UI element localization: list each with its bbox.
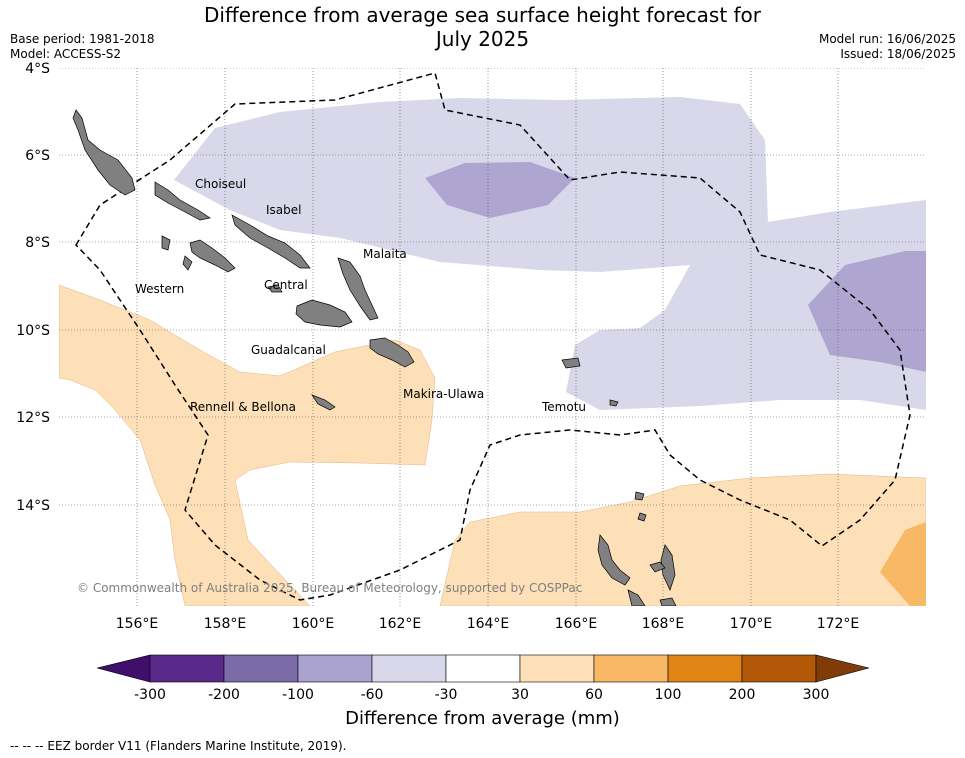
malekula-island bbox=[660, 544, 676, 591]
colorbar-extend-high bbox=[815, 654, 870, 683]
colorbar-segment bbox=[667, 654, 743, 683]
epi-island bbox=[659, 597, 677, 606]
label-rennell-bellona: Rennell & Bellona bbox=[190, 400, 296, 414]
lat-tick-label: 14°S bbox=[16, 498, 50, 514]
colorbar-segment bbox=[297, 654, 373, 683]
colorbar-segment bbox=[741, 654, 817, 683]
ranongga-island bbox=[182, 255, 193, 271]
colorbar-tick-label: 100 bbox=[655, 687, 682, 703]
model-run-date: Model run: 16/06/2025 bbox=[818, 32, 956, 46]
label-makira-ulawa: Makira-Ulawa bbox=[403, 387, 484, 401]
longitude-labels: 156°E 158°E 160°E 162°E 164°E 166°E 168°… bbox=[116, 616, 860, 632]
choiseul-island bbox=[154, 181, 211, 221]
colorbar-tick-label: 300 bbox=[803, 687, 830, 703]
lon-tick-label: 160°E bbox=[292, 616, 335, 632]
efate-island bbox=[649, 561, 666, 573]
makira-island bbox=[369, 337, 415, 368]
lon-tick-label: 164°E bbox=[467, 616, 510, 632]
pentecost-island bbox=[627, 589, 646, 606]
lon-tick-label: 166°E bbox=[555, 616, 598, 632]
land-masses bbox=[72, 109, 677, 606]
eez-border bbox=[75, 72, 911, 601]
colorbar-tick-label: -60 bbox=[361, 687, 384, 703]
lon-tick-label: 156°E bbox=[116, 616, 159, 632]
lat-tick-label: 4°S bbox=[25, 61, 50, 77]
espiritu-santo-island bbox=[597, 534, 631, 586]
colorbar-tick-label: 30 bbox=[511, 687, 529, 703]
colorbar bbox=[96, 654, 870, 683]
vanikoro-island bbox=[609, 399, 619, 407]
santa-cruz-island bbox=[561, 357, 581, 369]
contour-pos-30-60-south bbox=[439, 473, 926, 606]
lon-tick-label: 170°E bbox=[730, 616, 773, 632]
metadata-left: Base period: 1981-2018 Model: ACCESS-S2 bbox=[10, 32, 155, 62]
banks-islands bbox=[637, 512, 647, 522]
colorbar-tick-label: -100 bbox=[282, 687, 314, 703]
rennell-island bbox=[311, 394, 336, 411]
label-guadalcanal: Guadalcanal bbox=[251, 343, 326, 357]
lat-tick-label: 8°S bbox=[25, 235, 50, 251]
label-temotu: Temotu bbox=[541, 400, 586, 414]
label-choiseul: Choiseul bbox=[195, 177, 246, 191]
label-western: Western bbox=[135, 282, 184, 296]
lat-tick-label: 12°S bbox=[16, 410, 50, 426]
metadata-right: Model run: 16/06/2025 Issued: 18/06/2025 bbox=[819, 32, 956, 62]
title-line-2: July 2025 bbox=[435, 27, 530, 51]
new-georgia-island bbox=[189, 239, 236, 273]
title-line-1: Difference from average sea surface heig… bbox=[203, 3, 762, 27]
colorbar-segment bbox=[149, 654, 225, 683]
colorbar-tick-label: -300 bbox=[134, 687, 166, 703]
latitude-labels: 4°S 6°S 8°S 10°S 12°S 14°S bbox=[16, 61, 50, 514]
colorbar-tick-label: 60 bbox=[585, 687, 603, 703]
contour-neg-60-100-b bbox=[808, 251, 926, 372]
contour-neg-60-100-a bbox=[425, 162, 575, 218]
lon-tick-label: 158°E bbox=[204, 616, 247, 632]
contour-neg-30-60 bbox=[174, 97, 926, 410]
colorbar-extend-low bbox=[96, 654, 151, 683]
florida-islands bbox=[267, 284, 283, 293]
torres-islands bbox=[634, 491, 645, 501]
issued-date: Issued: 18/06/2025 bbox=[840, 47, 956, 61]
colorbar-segment bbox=[371, 654, 447, 683]
colorbar-segment bbox=[445, 654, 521, 683]
base-period: Base period: 1981-2018 bbox=[10, 32, 155, 46]
lon-tick-label: 162°E bbox=[379, 616, 422, 632]
province-labels: Choiseul Isabel Malaita Western Central … bbox=[135, 177, 586, 414]
lat-tick-label: 10°S bbox=[16, 323, 50, 339]
label-central: Central bbox=[264, 278, 308, 292]
eez-legend-note: -- -- -- EEZ border V11 (Flanders Marine… bbox=[10, 739, 347, 753]
guadalcanal-island bbox=[295, 299, 353, 328]
label-isabel: Isabel bbox=[266, 203, 301, 217]
malaita-island bbox=[337, 257, 379, 321]
copyright-notice: © Commonwealth of Australia 2025, Bureau… bbox=[77, 581, 582, 595]
colorbar-tick-label: -30 bbox=[435, 687, 458, 703]
colorbar-ticks: -300 -200 -100 -60 -30 30 60 100 200 300 bbox=[134, 687, 829, 703]
lat-tick-label: 6°S bbox=[25, 148, 50, 164]
forecast-contours bbox=[59, 68, 926, 606]
colorbar-segment bbox=[593, 654, 669, 683]
colorbar-tick-label: 200 bbox=[729, 687, 756, 703]
chart-title: Difference from average sea surface heig… bbox=[0, 3, 965, 51]
contour-pos-30-60-west bbox=[59, 284, 436, 606]
lon-tick-label: 168°E bbox=[642, 616, 685, 632]
colorbar-segment bbox=[223, 654, 299, 683]
colorbar-label: Difference from average (mm) bbox=[345, 708, 620, 729]
model-name: Model: ACCESS-S2 bbox=[10, 47, 122, 61]
colorbar-tick-label: -200 bbox=[208, 687, 240, 703]
vella-lavella-island bbox=[161, 235, 171, 251]
isabel-island bbox=[231, 214, 311, 269]
lon-tick-label: 172°E bbox=[817, 616, 860, 632]
colorbar-segment bbox=[519, 654, 595, 683]
contour-pos-60-100 bbox=[880, 522, 926, 606]
bougainville-island bbox=[72, 109, 136, 196]
label-malaita: Malaita bbox=[363, 247, 407, 261]
